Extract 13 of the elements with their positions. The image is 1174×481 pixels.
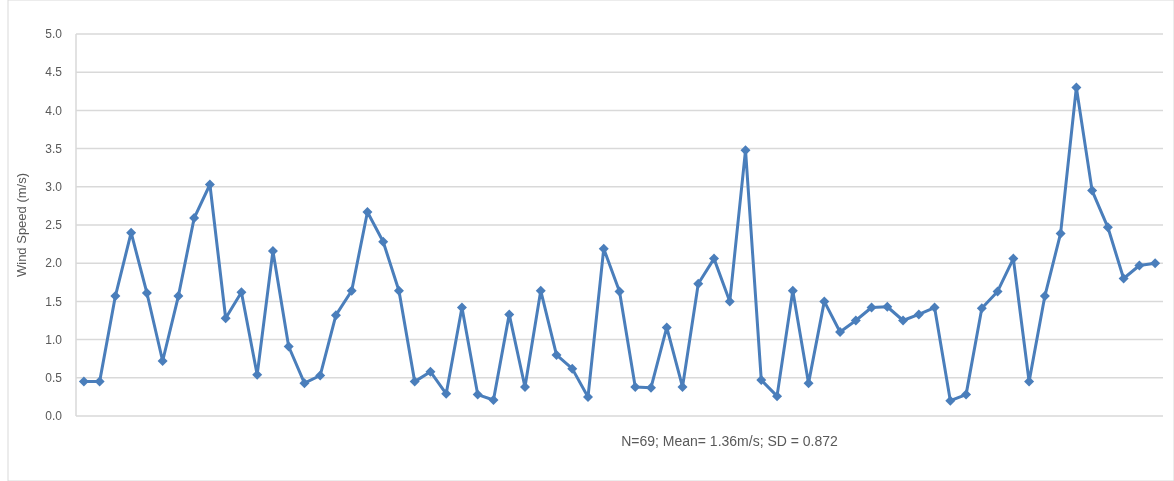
y-axis-title: Wind Speed (m/s)	[14, 172, 29, 278]
y-tick-label: 3.5	[45, 141, 63, 156]
y-tick-label: 3.0	[45, 180, 63, 194]
y-tick-label: 0.5	[45, 371, 63, 385]
y-tick-label: 0.0	[45, 409, 63, 424]
y-tick-label: 4.5	[45, 65, 63, 80]
y-tick-label: 2.0	[45, 256, 63, 271]
y-tick-label: 1.5	[45, 294, 63, 309]
y-tick-label: 2.5	[45, 218, 63, 233]
y-tick-label: 5.0	[45, 27, 63, 42]
y-tick-label: 4.0	[45, 103, 63, 118]
text: N=69; Mean= 1.36m/s; SD = 0.872	[621, 433, 839, 449]
y-tick-label: 1.0	[45, 332, 63, 347]
